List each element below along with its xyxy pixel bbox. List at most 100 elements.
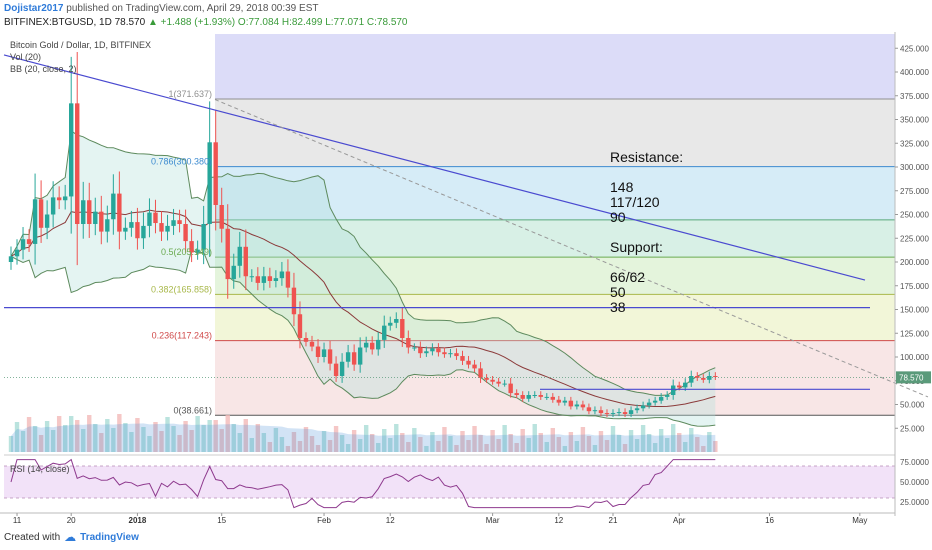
candle-body [32, 199, 38, 244]
volume-bar [363, 425, 369, 452]
volume-bar [285, 446, 291, 452]
candle-body [207, 142, 212, 224]
volume-bar [309, 436, 315, 452]
volume-bar [406, 442, 411, 452]
candle-body [460, 356, 465, 361]
price-change: ▲ +1.488 (+1.93%) [147, 17, 236, 28]
volume-bar [460, 431, 465, 452]
candle-body [622, 412, 628, 414]
candle-body [634, 408, 640, 411]
volume-bar [207, 420, 212, 452]
volume-bar [165, 417, 170, 452]
price-chart[interactable]: 1(371.637) 0.786(300.380) 0.5(205.149) 0.38… [0, 32, 932, 527]
candle-body [442, 352, 447, 355]
volume-bar [357, 439, 363, 452]
volume-bar [496, 439, 501, 452]
volume-bar [454, 445, 459, 452]
candle-body [466, 360, 471, 365]
candle-body [586, 407, 592, 412]
candle-body [658, 396, 664, 401]
volume-bar [117, 414, 122, 452]
volume-bar [568, 432, 574, 452]
volume-bar [544, 442, 549, 452]
candle-body [646, 402, 652, 406]
volume-bar [634, 439, 640, 452]
candle-body [418, 347, 423, 354]
annotation-line: 90 [610, 209, 626, 225]
candle-body [526, 395, 531, 399]
volume-bar [87, 415, 92, 452]
volume-bar [683, 442, 688, 452]
candle-body [291, 287, 297, 315]
fib-band-top [215, 34, 895, 99]
fib-label: 0.786(300.380) [151, 157, 212, 167]
candle-body [484, 377, 489, 380]
fib-band [215, 219, 895, 258]
y-tick-label: 325.000 [900, 139, 929, 148]
volume-bar [424, 446, 429, 452]
volume-bar [273, 428, 279, 452]
candle-body [598, 410, 604, 414]
candle-body [652, 400, 658, 403]
candle-body [105, 219, 110, 232]
y-tick-label: 275.000 [900, 187, 929, 196]
fib-labels: 1(371.637) 0.786(300.380) 0.5(205.149) 0.38… [151, 89, 212, 415]
volume-bar [26, 417, 32, 452]
candle-body [333, 363, 339, 376]
volume-bar [255, 424, 261, 452]
candle-body [376, 339, 381, 350]
candle-body [129, 222, 134, 228]
volume-bar [689, 428, 694, 452]
candle-body [14, 249, 20, 257]
tradingview-link[interactable]: TradingView [80, 531, 139, 543]
candle-body [297, 314, 303, 338]
volume-bar [502, 425, 507, 452]
volume-bar [574, 441, 580, 452]
volume-bar [69, 416, 74, 452]
candle-body [8, 256, 14, 262]
volume-bar [32, 426, 38, 452]
volume-bar [448, 436, 453, 452]
candle-body [562, 400, 568, 403]
candle-body [357, 347, 363, 365]
fib-bands [215, 34, 895, 416]
vol-legend: Vol (20) [10, 52, 41, 62]
fib-label: 0.382(165.858) [151, 284, 212, 294]
volume-bar [195, 416, 200, 452]
volume-bar [129, 432, 134, 452]
y-tick-label: 125.000 [900, 329, 929, 338]
volume-bar [430, 432, 435, 452]
candle-body [62, 196, 68, 201]
x-tick-label: 11 [13, 516, 22, 525]
volume-bar [713, 441, 718, 452]
volume-bar [400, 433, 405, 452]
author-link[interactable]: Dojistar2017 [4, 3, 64, 14]
volume-bar [147, 436, 152, 452]
candle-body [255, 276, 261, 283]
y-tick-label: 50.000 [900, 401, 925, 410]
annotation-line: 117/120 [610, 194, 660, 210]
fib-band [215, 98, 895, 167]
candle-body [243, 246, 248, 277]
rsi-band [4, 466, 895, 498]
tradingview-logo-icon[interactable]: ☁ [64, 530, 77, 544]
volume-bar [508, 434, 513, 452]
volume-bar [153, 422, 158, 452]
x-tick-label: May [852, 516, 867, 525]
x-tick-label: 21 [609, 516, 618, 525]
bb-lower [10, 249, 716, 427]
candle-body [69, 103, 74, 197]
candle-body [436, 348, 441, 353]
candle-body [695, 376, 700, 378]
volume-bar [616, 435, 622, 452]
x-tick-label: Apr [673, 516, 686, 525]
volume-bar [267, 442, 273, 452]
y-tick-label: 250.000 [900, 211, 929, 220]
volume-bar [610, 426, 616, 452]
candle-body [171, 220, 176, 226]
y-tick-label: 350.000 [900, 116, 929, 125]
volume-bar [279, 437, 285, 452]
candle-body [177, 220, 182, 224]
fib-band [215, 166, 895, 220]
y-tick-label: 25.000 [900, 424, 925, 433]
